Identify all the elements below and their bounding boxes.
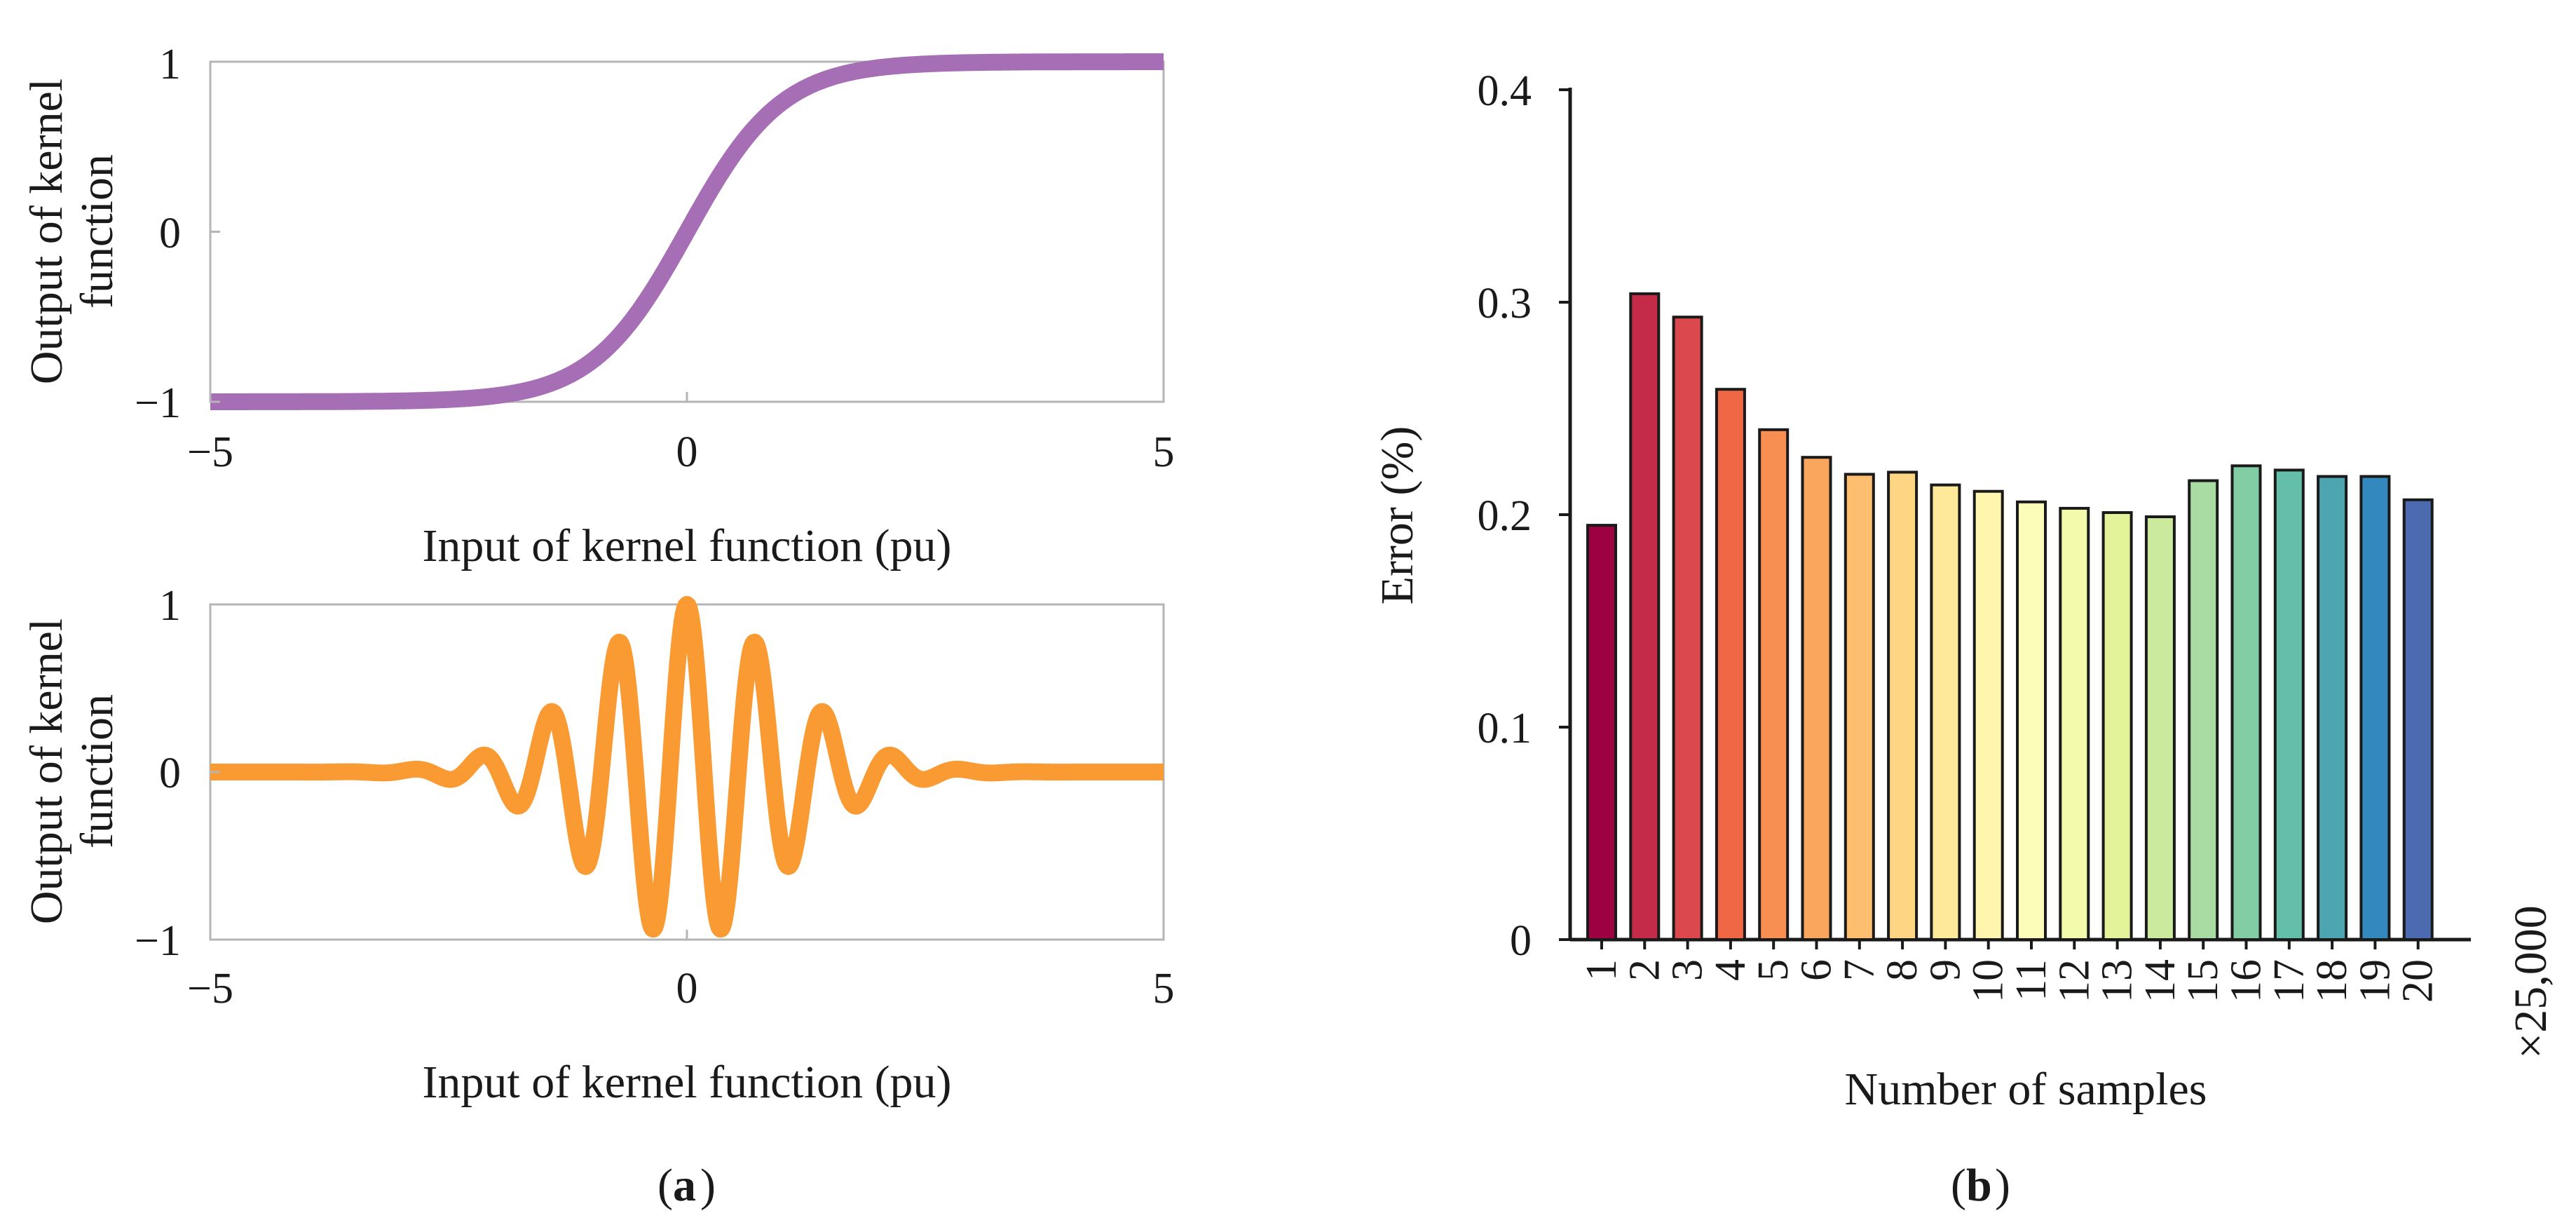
bar-7 [1844,473,1875,941]
bar-14 [2144,515,2176,941]
x-axis-label-bar: Number of samples [1845,1064,2207,1115]
svg-text:(: ( [657,1160,673,1211]
x-tick-sigmoid-0: 0 [676,428,698,476]
bar-2 [1629,292,1661,941]
bar-17 [2273,468,2305,941]
y-axis-label-wavelet-line1: Output of kernel [21,618,72,924]
x-tick-wavelet-0: 0 [676,965,698,1013]
x-tick-label-3: 3 [1664,959,1712,981]
svg-text:(: ( [1951,1160,1966,1211]
x-tick-label-20: 20 [2394,959,2442,1003]
x-tick-label-12: 12 [2050,959,2098,1003]
y-tick-wavelet-0: 0 [159,750,181,797]
y-tick-sigmoid-neg1: −1 [135,379,181,427]
y-tick-sigmoid-0: 0 [159,210,181,257]
y-axis-label-bar: Error (%) [1372,426,1423,605]
chart-sigmoid: −5 0 5 −1 0 1 Input of kernel function (… [21,41,1175,571]
y-tick-bar-0.3: 0.3 [1478,280,1532,327]
bar-12 [2059,506,2090,941]
svg-text:): ) [1995,1160,2010,1211]
x-tick-label-1: 1 [1578,959,1626,981]
x-tick-label-7: 7 [1836,959,1883,981]
bar-8 [1887,471,1919,941]
x-scale-note: ×25,000 [2505,905,2556,1059]
x-tick-label-9: 9 [1921,959,1969,981]
y-tick-bar-0.4: 0.4 [1478,67,1532,115]
wavelet-curve [203,596,1171,938]
x-tick-label-14: 14 [2137,959,2184,1003]
x-axis-label-sigmoid: Input of kernel function (pu) [422,520,951,571]
y-tick-bar-0.2: 0.2 [1478,492,1532,540]
x-tick-label-8: 8 [1879,959,1926,981]
x-tick-label-4: 4 [1707,959,1754,981]
y-axis-label-sigmoid-line1: Output of kernel [21,79,72,384]
x-tick-label-15: 15 [2179,959,2227,1003]
bar-19 [2359,475,2391,941]
caption-b-letter: b [1966,1160,1992,1211]
bar-9 [1930,483,1961,941]
bar-6 [1801,456,1832,941]
x-tick-label-18: 18 [2308,959,2356,1003]
x-tick-wavelet-neg5: −5 [187,965,233,1013]
x-tick-label-13: 13 [2094,959,2141,1003]
bar-10 [1972,489,2004,941]
x-tick-label-2: 2 [1621,959,1668,981]
x-tick-sigmoid-neg5: −5 [187,428,233,476]
caption-a: ( a ) [657,1160,716,1211]
x-tick-wavelet-5: 5 [1153,965,1175,1013]
x-tick-label-6: 6 [1793,959,1841,981]
y-tick-bar-0.1: 0.1 [1478,705,1532,752]
y-tick-wavelet-1: 1 [159,582,181,630]
bar-16 [2230,464,2262,941]
x-tick-label-17: 17 [2265,959,2313,1003]
bar-18 [2317,475,2348,941]
caption-a-letter: a [673,1160,696,1211]
chart-wavelet: −5 0 5 −1 0 1 Input of kernel function (… [21,582,1175,1108]
x-tick-label-5: 5 [1750,959,1797,981]
x-tick-label-16: 16 [2223,959,2270,1003]
bar-5 [1758,428,1790,941]
bar-13 [2101,511,2133,941]
x-tick-sigmoid-5: 5 [1153,428,1175,476]
caption-b: ( b ) [1951,1160,2010,1211]
bar-4 [1715,388,1746,941]
ticks-wavelet [209,603,1165,941]
y-tick-sigmoid-1: 1 [159,41,181,88]
y-axis-label-sigmoid-line2: function [71,154,123,309]
bar-3 [1672,316,1703,941]
svg-text:): ) [700,1160,716,1211]
ticks-sigmoid [209,60,1165,403]
x-tick-label-10: 10 [1965,959,2012,1003]
sigmoid-curve [203,53,1171,410]
bar-20 [2402,498,2434,941]
x-axis-label-wavelet: Input of kernel function (pu) [422,1057,951,1108]
x-tick-label-19: 19 [2351,959,2399,1003]
bar-11 [2016,500,2047,941]
bar-1 [1586,524,1617,941]
y-axis-label-wavelet-line2: function [71,694,123,848]
y-tick-bar-0: 0 [1510,917,1532,965]
bar-15 [2188,479,2219,941]
x-tick-label-11: 11 [2008,959,2055,1001]
bars [1586,292,2434,941]
y-tick-wavelet-neg1: −1 [135,917,181,965]
ticks-bar [1559,88,2420,949]
